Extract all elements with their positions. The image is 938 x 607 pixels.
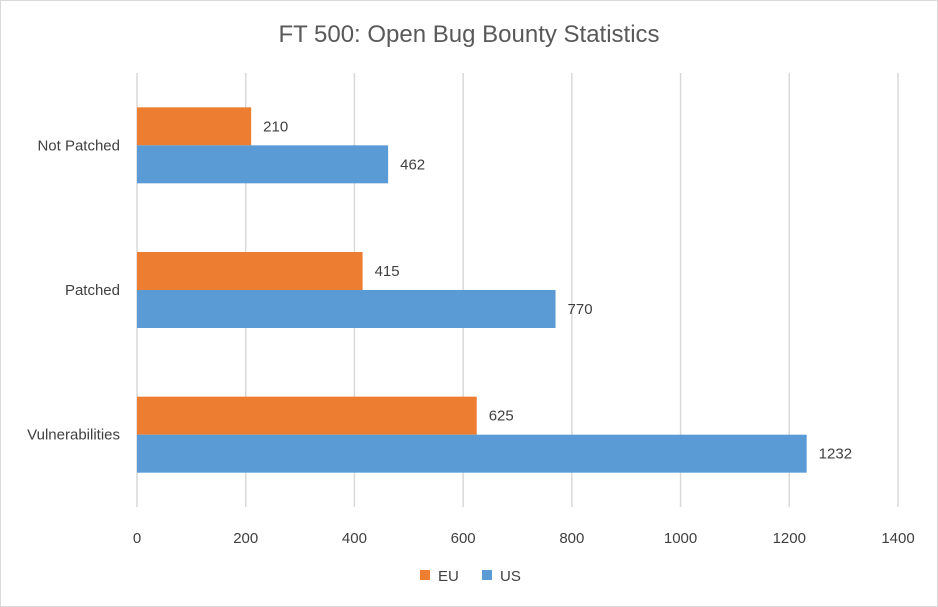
data-label: 625 xyxy=(489,408,514,425)
bar-us xyxy=(137,145,389,184)
x-tick-label: 600 xyxy=(451,530,476,547)
bar-us xyxy=(137,290,556,328)
legend-label: EU xyxy=(438,568,459,585)
bar-eu xyxy=(137,107,252,146)
x-tick-label: 1200 xyxy=(773,530,806,547)
bar-eu xyxy=(137,252,363,290)
legend-label: US xyxy=(500,568,521,585)
x-tick-label: 0 xyxy=(133,530,141,547)
category-label: Patched xyxy=(65,282,120,299)
x-tick-label: 800 xyxy=(559,530,584,547)
data-label: 415 xyxy=(375,263,400,280)
data-label: 210 xyxy=(263,118,288,135)
x-tick-label: 1400 xyxy=(881,530,914,547)
bar-us xyxy=(137,434,807,473)
legend-swatch-eu xyxy=(420,570,430,580)
chart-title: FT 500: Open Bug Bounty Statistics xyxy=(278,21,659,48)
category-label: Vulnerabilities xyxy=(27,427,120,444)
x-tick-label: 1000 xyxy=(664,530,697,547)
data-labels: 210 462 415 770 625 1232 xyxy=(263,118,852,462)
data-label: 770 xyxy=(568,301,593,318)
bar-eu xyxy=(137,396,477,435)
axes: 0 200 400 600 800 1000 1200 1400 Not Patched Patc… xyxy=(27,137,915,547)
category-label: Not Patched xyxy=(37,137,120,154)
x-tick-label: 400 xyxy=(342,530,367,547)
x-tick-label: 200 xyxy=(233,530,258,547)
data-label: 1232 xyxy=(819,446,852,463)
legend-swatch-us xyxy=(482,570,492,580)
bars xyxy=(137,107,807,473)
legend: EU US xyxy=(420,568,521,585)
data-label: 462 xyxy=(400,156,425,173)
